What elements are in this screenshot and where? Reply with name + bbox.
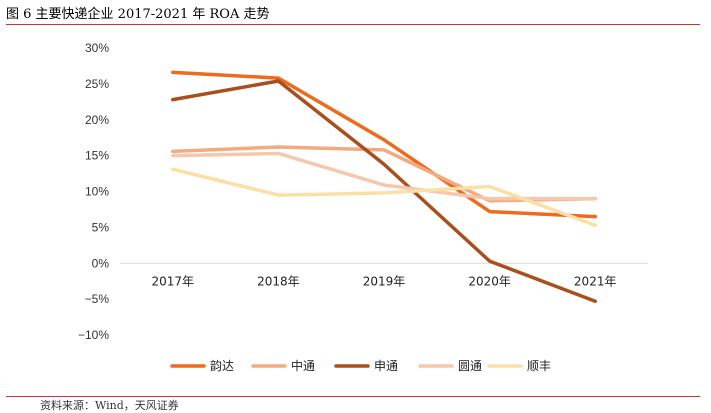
legend-label: 顺丰 [527, 359, 551, 373]
x-tick-label: 2021年 [574, 274, 617, 288]
legend-label: 中通 [291, 358, 315, 373]
y-tick-label: −5% [85, 292, 110, 306]
figure-title: 图 6 主要快递企业 2017-2021 年 ROA 走势 [6, 7, 270, 22]
y-tick-label: 30% [85, 41, 109, 55]
series-line [171, 70, 597, 219]
title-divider [6, 24, 700, 25]
legend-label: 圆通 [458, 359, 482, 373]
y-tick-label: 5% [92, 220, 110, 234]
x-tick-label: 2018年 [257, 274, 300, 288]
y-tick-label: 0% [92, 256, 110, 270]
legend-label: 韵达 [210, 358, 234, 373]
x-tick-label: 2017年 [152, 274, 195, 288]
series-line [171, 167, 597, 227]
y-tick-label: 20% [85, 113, 109, 127]
x-tick-label: 2019年 [363, 274, 406, 288]
y-tick-label: −10% [78, 328, 109, 342]
source-note: 资料来源：Wind，天风证券 [40, 399, 179, 412]
x-tick-label: 2020年 [468, 274, 511, 288]
y-tick-label: 15% [85, 149, 109, 163]
y-tick-label: 25% [85, 77, 109, 91]
footer-divider [6, 396, 700, 397]
legend-label: 申通 [374, 359, 398, 373]
series-line [171, 79, 597, 304]
line-chart: 30% 25% 20% 15% 10% 5% 0% −5% −10% 2017年 2018年 2019… [78, 41, 648, 373]
y-tick-label: 10% [85, 185, 109, 199]
